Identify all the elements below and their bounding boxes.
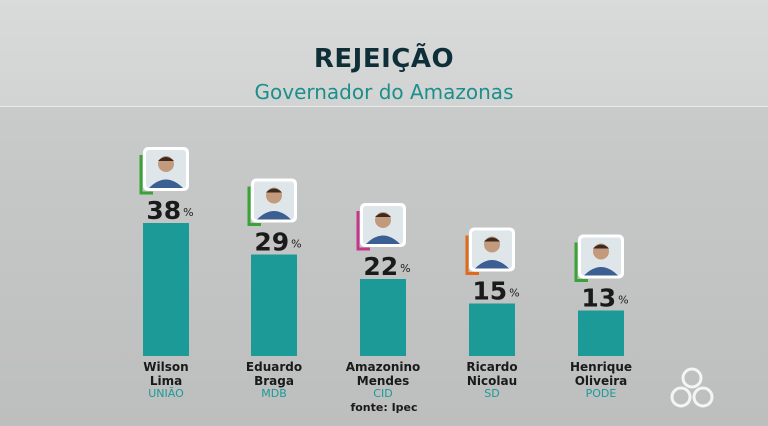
party-label: MDB [261, 387, 287, 400]
data-label: 29% [254, 228, 301, 257]
data-label-unit: % [291, 238, 301, 251]
data-label: 22% [363, 252, 410, 281]
bar [251, 254, 297, 356]
candidate-name-line: Henrique [570, 360, 632, 374]
data-label-unit: % [183, 206, 193, 219]
chart-subtitle: Governador do Amazonas [254, 80, 514, 104]
candidate-photo [356, 203, 406, 251]
candidate-name-line: Braga [254, 374, 294, 388]
party-label: PODE [586, 387, 617, 400]
broadcaster-logo-icon [670, 367, 714, 408]
data-label: 13% [581, 284, 628, 313]
person-hair-icon [266, 188, 282, 193]
person-hair-icon [593, 244, 609, 249]
candidate-photo [139, 147, 189, 195]
party-color-corner [247, 186, 261, 226]
person-shoulders-icon [366, 235, 400, 244]
header-divider [0, 106, 768, 107]
candidate-name-line: Mendes [357, 374, 410, 388]
candidate-name-line: Lima [150, 374, 182, 388]
data-label: 15% [472, 277, 519, 306]
candidate-name-line: Oliveira [575, 374, 628, 388]
candidate-name-line: Ricardo [466, 360, 517, 374]
person-hair-icon [158, 157, 174, 161]
candidate-name-line: Amazonino [346, 360, 421, 374]
data-label-unit: % [618, 294, 628, 307]
party-label: SD [484, 387, 499, 400]
bar [143, 223, 189, 356]
person-shoulders-icon [584, 267, 618, 276]
party-color-corner [574, 242, 588, 282]
source-note: fonte: Ipec [350, 401, 418, 414]
person-hair-icon [484, 237, 500, 242]
person-shoulders-icon [475, 260, 509, 269]
candidate-photo [574, 234, 624, 282]
person-shoulders-icon [257, 211, 291, 220]
data-label: 38% [146, 196, 193, 225]
bar [578, 310, 624, 356]
candidate-photo [247, 178, 297, 226]
party-color-corner [139, 155, 153, 195]
chart-title: REJEIÇÃO [313, 44, 455, 74]
candidate-name-line: Eduardo [246, 360, 302, 374]
person-hair-icon [375, 213, 391, 217]
party-color-corner [356, 211, 370, 251]
party-label: CID [373, 387, 392, 400]
candidate-photo [465, 227, 515, 275]
bar [469, 303, 515, 356]
header-band [0, 0, 768, 106]
candidate-name-line: Nicolau [467, 374, 517, 388]
party-label: UNIÃO [148, 387, 184, 400]
party-color-corner [465, 235, 479, 275]
bar [360, 279, 406, 356]
data-label-unit: % [509, 287, 519, 300]
person-shoulders-icon [149, 179, 183, 188]
data-label-unit: % [400, 262, 410, 275]
candidate-name-line: Wilson [143, 360, 188, 374]
